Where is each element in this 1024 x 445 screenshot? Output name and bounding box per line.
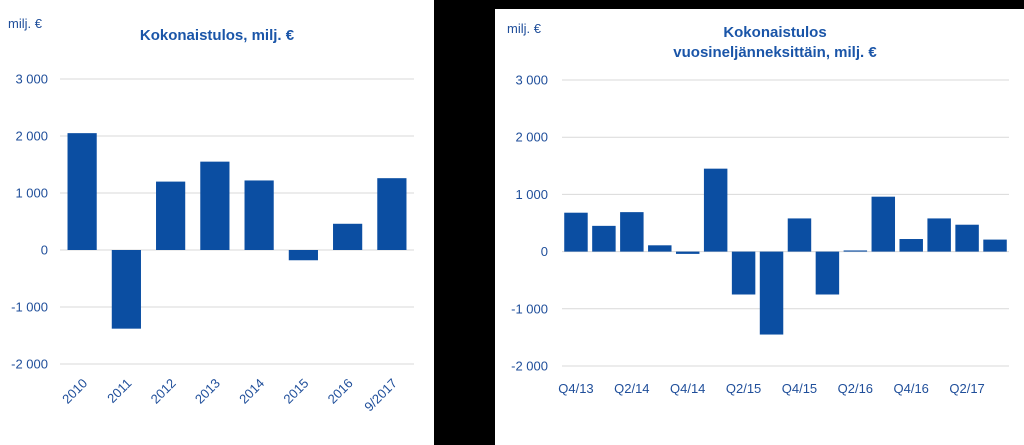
right-bar-Q3-14	[648, 245, 672, 252]
left-x-tick-label: 9/2017	[361, 376, 400, 415]
right-chart-panel: milj. € Kokonaistulos vuosineljänneksitt…	[495, 9, 1024, 445]
left-bar-9-2017	[377, 178, 407, 250]
right-bar-Q3-17	[983, 239, 1007, 252]
right-y-tick-label: -2 000	[511, 359, 548, 374]
right-bar-Q4-14	[675, 251, 700, 254]
left-y-tick-label: 0	[41, 243, 48, 258]
left-x-tick-label: 2012	[148, 376, 179, 407]
right-bar-Q1-15	[703, 168, 728, 252]
right-chart-plot: 3 000 2 000 1 000 0 -1 000 -2 000 Q4/13 Q2/14 Q4…	[511, 73, 1009, 396]
right-y-unit-label: milj. €	[507, 21, 541, 36]
right-x-tick-label: Q4/13	[558, 381, 593, 396]
right-bar-Q1-16	[815, 251, 840, 295]
right-chart-title-line-2: vuosineljänneksittäin, milj. €	[673, 44, 877, 61]
left-chart-plot: 3 000 2 000 1 000 0 -1 000 -2 000 2010 2011 2012…	[11, 72, 414, 415]
left-chart-title: Kokonaistulos, milj. €	[139, 27, 295, 44]
right-chart-title-line-1: Kokonaistulos	[723, 24, 827, 41]
left-y-unit-label: milj. €	[8, 16, 42, 31]
left-x-tick-label: 2014	[236, 376, 267, 407]
left-chart-panel: milj. € Kokonaistulos, milj. € 3 000 2 00…	[0, 0, 434, 445]
right-bar-Q4-13	[564, 212, 588, 252]
right-bar-Q2-14	[620, 212, 644, 252]
right-x-tick-label: Q2/15	[726, 381, 761, 396]
left-bar-2012	[156, 181, 186, 250]
right-bar-Q2-17	[955, 224, 979, 252]
left-bar-2011	[111, 250, 141, 329]
left-x-tick-label: 2011	[104, 376, 134, 406]
left-bar-2015	[288, 250, 318, 261]
right-x-tick-label: Q2/17	[949, 381, 984, 396]
right-y-tick-label: 0	[541, 244, 548, 259]
right-bar-Q2-15	[731, 251, 756, 295]
left-x-tick-label: 2016	[325, 376, 356, 407]
right-bar-Q1-14	[592, 225, 616, 252]
left-x-tick-label: 2013	[192, 376, 223, 407]
left-y-tick-label: 3 000	[15, 72, 48, 87]
right-x-tick-label: Q4/15	[782, 381, 817, 396]
right-y-tick-label: 2 000	[515, 130, 548, 145]
right-x-tick-label: Q2/14	[614, 381, 649, 396]
left-bar-2014	[244, 180, 274, 250]
left-bar-2010	[67, 133, 97, 250]
right-y-tick-label: -1 000	[511, 301, 548, 316]
right-bar-Q3-16	[871, 196, 896, 252]
right-bar-Q4-15	[787, 218, 812, 252]
right-chart-title: Kokonaistulos vuosineljänneksittäin, mil…	[575, 23, 975, 63]
left-bar-2013	[200, 161, 230, 250]
left-x-tick-label: 2010	[59, 376, 90, 407]
right-x-tick-label: Q4/14	[670, 381, 705, 396]
right-bar-Q4-16	[899, 239, 923, 252]
right-x-tick-label: Q2/16	[838, 381, 873, 396]
left-x-tick-label: 2015	[280, 376, 311, 407]
left-bar-2016	[333, 223, 363, 250]
right-bar-Q2-16	[843, 250, 868, 252]
left-y-tick-label: -2 000	[11, 357, 48, 372]
left-y-tick-label: 2 000	[15, 129, 48, 144]
left-y-tick-label: -1 000	[11, 300, 48, 315]
right-bar-Q3-15	[759, 251, 784, 335]
right-y-tick-label: 1 000	[515, 187, 548, 202]
right-bar-Q1-17	[927, 218, 951, 252]
right-y-tick-label: 3 000	[515, 73, 548, 88]
right-x-tick-label: Q4/16	[894, 381, 929, 396]
left-y-tick-label: 1 000	[15, 186, 48, 201]
